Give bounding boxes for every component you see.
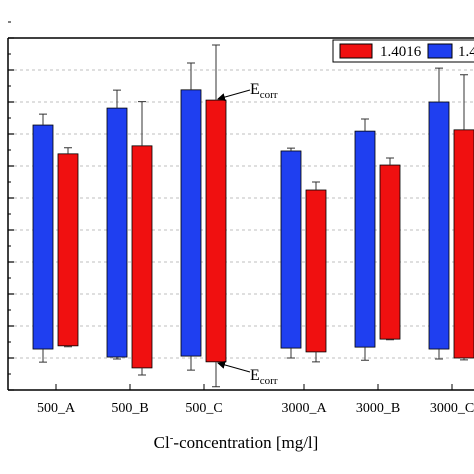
error-bar xyxy=(386,339,394,341)
x-tick-label: 3000_B xyxy=(356,401,400,416)
x-tick-label: 500_C xyxy=(185,401,222,416)
legend: 1.4016 1.4 xyxy=(332,39,474,63)
error-bar xyxy=(287,348,295,359)
error-bar xyxy=(113,357,121,360)
marks xyxy=(32,44,474,388)
error-bar xyxy=(212,44,220,101)
legend-label: 1.4 xyxy=(458,44,474,60)
annotation: Ecorr xyxy=(217,361,278,387)
error-bar xyxy=(361,347,369,361)
annotation-text: Ecorr xyxy=(250,81,278,101)
error-bar xyxy=(138,101,146,146)
bar xyxy=(280,150,302,349)
x-tick-label: 500_A xyxy=(37,401,76,416)
bar xyxy=(354,130,376,348)
error-bar xyxy=(460,74,468,130)
x-tick-label: 3000_A xyxy=(281,401,327,416)
bar xyxy=(106,107,128,358)
legend-swatch xyxy=(427,43,453,59)
error-bar xyxy=(460,358,468,361)
x-axis-label: Cl--concentration [mg/l] xyxy=(154,432,319,452)
x-tick-label: 3000_C xyxy=(430,401,474,416)
bar xyxy=(453,129,474,359)
bar xyxy=(428,101,450,350)
x-tick-label: 500_B xyxy=(111,401,148,416)
error-bar xyxy=(361,118,369,132)
error-bar xyxy=(113,89,121,109)
bar xyxy=(32,124,54,350)
error-bar xyxy=(386,157,394,166)
error-bar xyxy=(64,147,72,154)
error-bar xyxy=(39,113,47,126)
annotation: Ecorr xyxy=(217,81,278,101)
error-bar xyxy=(187,356,195,371)
annotation-text: Ecorr xyxy=(250,367,278,387)
legend-label: 1.4016 xyxy=(380,44,422,60)
legend-swatch xyxy=(339,43,373,59)
arrow xyxy=(217,89,251,101)
error-bar xyxy=(435,349,443,360)
error-bar xyxy=(312,351,320,363)
bar xyxy=(305,189,327,353)
bar xyxy=(205,99,227,363)
error-bar xyxy=(138,367,146,376)
bar xyxy=(379,164,401,340)
error-bar xyxy=(312,181,320,190)
error-bar xyxy=(212,361,220,388)
bar xyxy=(180,89,202,357)
arrow xyxy=(217,361,251,373)
error-bar xyxy=(287,147,295,151)
bar xyxy=(131,145,153,369)
error-bar xyxy=(64,345,72,348)
error-bar xyxy=(435,67,443,102)
bar xyxy=(57,153,79,347)
error-bar xyxy=(39,349,47,363)
error-bar xyxy=(187,62,195,90)
